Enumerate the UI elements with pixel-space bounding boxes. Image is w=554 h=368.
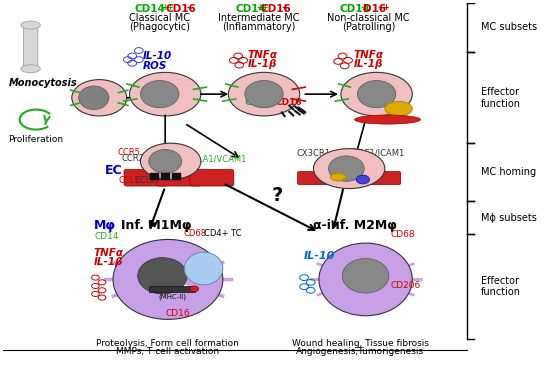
Text: Angiogenesis,Tumorigenesis: Angiogenesis,Tumorigenesis [296,347,424,355]
Text: IL-1β: IL-1β [353,59,383,69]
Ellipse shape [72,79,127,116]
Ellipse shape [355,115,420,124]
Text: CX3CR1: CX3CR1 [297,149,331,158]
FancyBboxPatch shape [328,171,371,185]
Text: CD206: CD206 [391,281,420,290]
Text: α-inf. M2Mφ: α-inf. M2Mφ [314,219,397,232]
Text: Monocytosis: Monocytosis [9,78,78,88]
Text: CD14: CD14 [245,98,271,107]
Text: CCL5: CCL5 [119,176,140,185]
Text: CCR2: CCR2 [121,154,144,163]
Text: CD68: CD68 [183,229,207,238]
Text: MC subsets: MC subsets [481,22,537,32]
Text: CD16: CD16 [275,98,301,107]
Text: VLA1/VCAM1: VLA1/VCAM1 [193,154,247,163]
Text: CCR5: CCR5 [117,148,140,157]
Ellipse shape [79,86,109,110]
Text: Inf. M1Mφ: Inf. M1Mφ [121,219,192,232]
Text: CD16: CD16 [165,308,190,318]
Text: Effector
function: Effector function [481,276,521,297]
Text: TCR: TCR [199,272,213,281]
FancyBboxPatch shape [161,173,170,180]
Ellipse shape [245,81,283,108]
Text: MMPs, T cell activation: MMPs, T cell activation [116,347,219,355]
Text: IL-10: IL-10 [143,52,172,61]
Ellipse shape [319,243,412,316]
Text: (Phagocytic): (Phagocytic) [129,22,190,32]
Text: Effector
function: Effector function [481,87,521,109]
FancyBboxPatch shape [148,286,196,292]
Text: CD14: CD14 [235,4,266,14]
Text: CD16: CD16 [261,4,291,14]
Ellipse shape [141,143,201,180]
FancyBboxPatch shape [190,169,234,186]
Text: Proteolysis, Form cell formation: Proteolysis, Form cell formation [96,339,239,348]
FancyBboxPatch shape [23,23,38,71]
Text: CCL3: CCL3 [319,176,341,185]
Text: ++: ++ [256,3,268,13]
Ellipse shape [148,149,182,173]
FancyBboxPatch shape [297,171,340,185]
Text: Proliferation: Proliferation [8,135,64,144]
Ellipse shape [329,156,364,181]
Text: ?: ? [272,186,284,205]
Text: Non-classical MC: Non-classical MC [327,13,409,23]
Ellipse shape [228,72,300,116]
Text: IL-1β: IL-1β [248,59,277,69]
Text: Classical MC: Classical MC [129,13,190,23]
Text: CD14: CD14 [95,232,120,241]
Ellipse shape [138,258,187,294]
Text: TNFα: TNFα [94,248,124,258]
Text: CD14: CD14 [339,4,370,14]
Ellipse shape [330,173,346,181]
Text: (MHC-II): (MHC-II) [158,294,186,300]
Ellipse shape [130,72,201,116]
Text: IL-10: IL-10 [304,251,336,261]
Ellipse shape [113,240,223,319]
Ellipse shape [357,81,396,108]
Text: +: + [281,3,288,13]
Text: ++: ++ [161,3,173,13]
Text: CD16: CD16 [166,4,197,14]
Text: MC homing: MC homing [481,167,536,177]
Text: TNFα: TNFα [248,50,278,60]
Text: (Inflammatory): (Inflammatory) [222,22,296,32]
Text: Intermediate MC: Intermediate MC [218,13,300,23]
Text: Wound healing, Tissue fibrosis: Wound healing, Tissue fibrosis [291,339,429,348]
Text: EC: EC [105,164,122,177]
Text: IL-1β: IL-1β [94,257,123,267]
Text: ++: ++ [378,3,390,13]
Text: Mϕ subsets: Mϕ subsets [481,213,537,223]
Text: -: - [187,3,189,13]
Text: TNFα: TNFα [353,50,383,60]
FancyBboxPatch shape [157,169,201,186]
Circle shape [356,175,370,184]
Text: +: + [360,3,366,13]
Text: CD4+ TC: CD4+ TC [204,229,241,238]
Text: CCL2: CCL2 [135,176,157,185]
FancyBboxPatch shape [150,173,158,180]
Ellipse shape [21,65,40,73]
Text: CD68: CD68 [391,230,415,240]
Text: Mφ: Mφ [94,219,116,232]
Text: MC: MC [80,95,101,108]
Text: ROS: ROS [143,60,168,71]
Text: LAF1/ICAM1: LAF1/ICAM1 [355,149,405,158]
Ellipse shape [314,149,385,188]
FancyBboxPatch shape [358,171,401,185]
FancyBboxPatch shape [124,169,168,186]
Ellipse shape [141,81,179,108]
Text: D16: D16 [363,4,387,14]
Circle shape [190,286,199,292]
Ellipse shape [184,252,223,285]
Ellipse shape [341,72,412,116]
Ellipse shape [342,259,389,293]
Text: HLA-DR: HLA-DR [156,285,188,294]
Ellipse shape [21,21,40,29]
Text: CD14: CD14 [135,4,166,14]
Text: (Patrolling): (Patrolling) [342,22,395,32]
FancyBboxPatch shape [172,173,181,180]
Ellipse shape [385,102,412,116]
